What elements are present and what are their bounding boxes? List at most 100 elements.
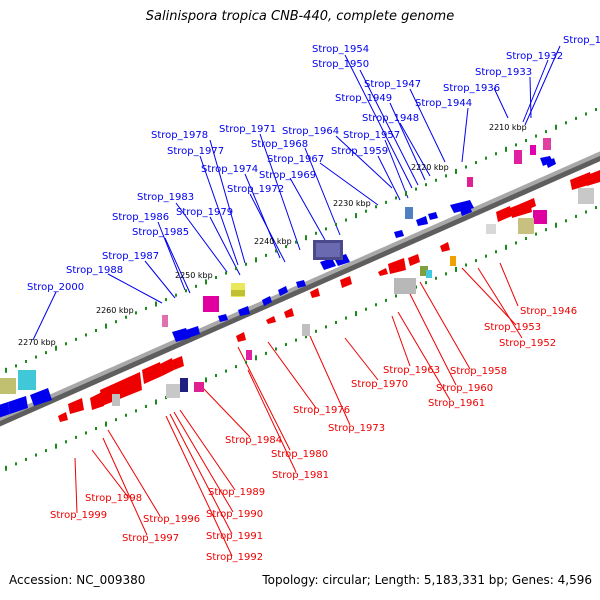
- scale-tick-dot: [155, 399, 157, 405]
- gene-label-forward[interactable]: Strop_1971: [219, 124, 276, 135]
- gene-label-forward[interactable]: Strop_1978: [151, 130, 208, 141]
- scale-tick-dot: [175, 293, 177, 297]
- gene-label-forward[interactable]: Strop_1931: [563, 35, 600, 46]
- scale-tick-dot: [85, 333, 87, 337]
- gene-label-forward[interactable]: Strop_1957: [343, 130, 400, 141]
- gene-label-forward[interactable]: Strop_1967: [267, 154, 324, 165]
- gene-label-forward[interactable]: Strop_1983: [137, 192, 194, 203]
- scale-tick-dot: [55, 443, 57, 449]
- scale-tick-dot: [295, 240, 297, 244]
- scale-tick-dot: [485, 156, 487, 160]
- scale-tick-dot: [15, 364, 17, 368]
- gene-label-reverse[interactable]: Strop_1946: [520, 306, 577, 317]
- scale-tick-dot: [125, 413, 127, 417]
- forward-leader-lines: [32, 45, 561, 341]
- gene-label-forward[interactable]: Strop_1949: [335, 93, 392, 104]
- gene-label-forward[interactable]: Strop_1986: [112, 212, 169, 223]
- gene-label-forward[interactable]: Strop_1985: [132, 227, 189, 238]
- scale-tick-dot: [285, 343, 287, 347]
- gene-label-reverse[interactable]: Strop_1958: [450, 366, 507, 377]
- scale-tick-dot: [585, 112, 587, 116]
- accession-label: Accession: NC_009380: [9, 573, 146, 587]
- gene-label-reverse[interactable]: Strop_1996: [143, 514, 200, 525]
- scale-tick-dot: [65, 440, 67, 444]
- scale-tick-dot: [495, 250, 497, 254]
- scale-label: 2230 kbp: [333, 199, 371, 208]
- scale-tick-dot: [305, 235, 307, 241]
- gene-label-reverse[interactable]: Strop_1970: [351, 379, 408, 390]
- gene-label-reverse[interactable]: Strop_1997: [122, 533, 179, 544]
- scale-tick-dot: [425, 183, 427, 187]
- gene-label-forward[interactable]: Strop_1954: [312, 44, 369, 55]
- scale-tick-dot: [15, 462, 17, 466]
- scale-tick-dot: [5, 465, 7, 471]
- gene-label-reverse[interactable]: Strop_1961: [428, 398, 485, 409]
- scale-tick-dot: [75, 337, 77, 341]
- scale-tick-dot: [515, 241, 517, 245]
- scale-tick-dot: [95, 427, 97, 431]
- scale-tick-dot: [575, 214, 577, 218]
- scale-tick-dot: [255, 355, 257, 361]
- scale-tick-dot: [475, 161, 477, 165]
- gene-label-forward[interactable]: Strop_1988: [66, 265, 123, 276]
- scale-tick-dot: [465, 165, 467, 169]
- scale-tick-dot: [225, 271, 227, 275]
- gene-label-forward[interactable]: Strop_1977: [167, 146, 224, 157]
- gene-label-reverse[interactable]: Strop_1991: [206, 531, 263, 542]
- scale-tick-dot: [5, 367, 7, 373]
- gene-label-reverse[interactable]: Strop_1984: [225, 435, 282, 446]
- gene-label-reverse[interactable]: Strop_1989: [208, 487, 265, 498]
- gene-label-forward[interactable]: Strop_1932: [506, 51, 563, 62]
- gene-label-forward[interactable]: Strop_1947: [364, 79, 421, 90]
- gene-label-forward[interactable]: Strop_1959: [331, 146, 388, 157]
- gene-label-forward[interactable]: Strop_1933: [475, 67, 532, 78]
- gene-label-reverse[interactable]: Strop_1960: [436, 383, 493, 394]
- scale-tick-dot: [35, 355, 37, 359]
- scale-tick-dot: [445, 174, 447, 178]
- gene-label-reverse[interactable]: Strop_1973: [328, 423, 385, 434]
- scale-tick-dot: [335, 222, 337, 226]
- scale-tick-dot: [535, 134, 537, 138]
- gene-label-forward[interactable]: Strop_1936: [443, 83, 500, 94]
- scale-tick-dot: [75, 435, 77, 439]
- scale-tick-dot: [485, 254, 487, 258]
- gene-label-forward[interactable]: Strop_1948: [362, 113, 419, 124]
- scale-tick-dot: [375, 205, 377, 209]
- gene-label-forward[interactable]: Strop_2000: [27, 282, 84, 293]
- gene-label-forward[interactable]: Strop_1974: [201, 164, 258, 175]
- scale-tick-dot: [435, 178, 437, 182]
- gene-label-reverse[interactable]: Strop_1953: [484, 322, 541, 333]
- gene-label-reverse[interactable]: Strop_1992: [206, 552, 263, 563]
- gene-label-reverse[interactable]: Strop_1981: [272, 470, 329, 481]
- gene-label-forward[interactable]: Strop_1969: [259, 170, 316, 181]
- gene-label-forward[interactable]: Strop_1987: [102, 251, 159, 262]
- scale-tick-dot: [215, 275, 217, 279]
- scale-label: 2270 kbp: [18, 338, 56, 347]
- map-title: Salinispora tropica CNB-440, complete ge…: [145, 9, 455, 24]
- gene-label-reverse[interactable]: Strop_1980: [271, 449, 328, 460]
- scale-tick-dot: [465, 263, 467, 267]
- scale-tick-dot: [185, 289, 187, 293]
- gene-label-reverse[interactable]: Strop_1999: [50, 510, 107, 521]
- scale-tick-dot: [115, 418, 117, 422]
- gene-label-forward[interactable]: Strop_1944: [415, 98, 472, 109]
- gene-label-reverse[interactable]: Strop_1998: [85, 493, 142, 504]
- gene-label-forward[interactable]: Strop_1968: [251, 139, 308, 150]
- scale-tick-dot: [105, 323, 107, 329]
- gene-label-forward[interactable]: Strop_1979: [176, 207, 233, 218]
- gene-label-forward[interactable]: Strop_1964: [282, 126, 339, 137]
- gene-label-reverse[interactable]: Strop_1952: [499, 338, 556, 349]
- gene-label-forward[interactable]: Strop_1972: [227, 184, 284, 195]
- scale-tick-dot: [575, 116, 577, 120]
- gene-label-reverse[interactable]: Strop_1990: [206, 509, 263, 520]
- gene-label-reverse[interactable]: Strop_1963: [383, 365, 440, 376]
- scale-tick-dot: [425, 281, 427, 285]
- scale-tick-dot: [195, 284, 197, 288]
- scale-tick-dot: [385, 200, 387, 204]
- scale-tick-dot: [155, 301, 157, 307]
- gene-label-reverse[interactable]: Strop_1976: [293, 405, 350, 416]
- gene-label-forward[interactable]: Strop_1950: [312, 59, 369, 70]
- scale-tick-dot: [95, 329, 97, 333]
- scale-tick-dot: [235, 365, 237, 369]
